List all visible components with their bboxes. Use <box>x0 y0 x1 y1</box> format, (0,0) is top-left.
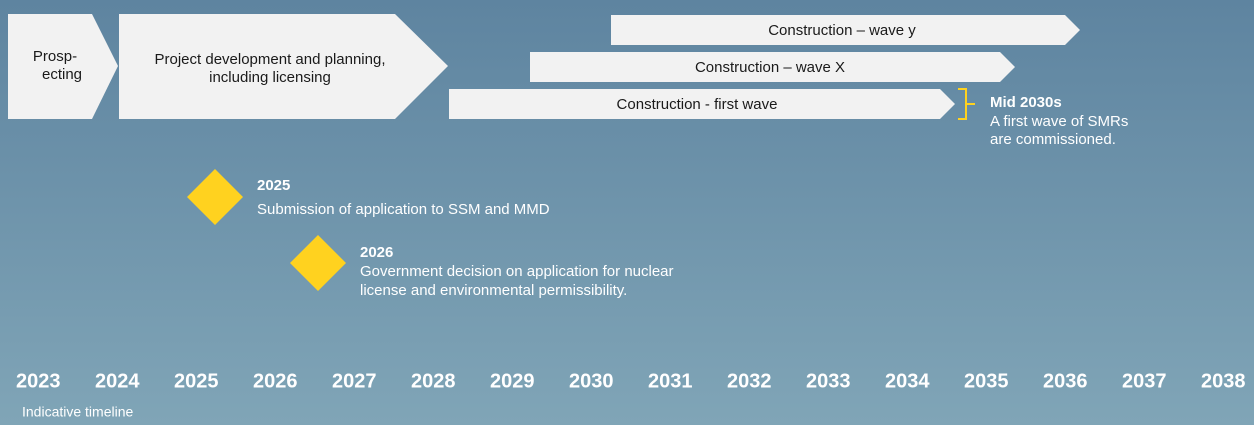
year-label: 2033 <box>806 370 851 392</box>
year-label: 2037 <box>1122 370 1167 392</box>
footer-note: Indicative timeline <box>22 404 133 420</box>
milestone-diamond <box>187 169 243 225</box>
phase-label: Construction - first wave <box>617 96 778 113</box>
year-label: 2032 <box>727 370 772 392</box>
year-label: 2026 <box>253 370 298 392</box>
year-label: 2024 <box>95 370 140 392</box>
year-label: 2034 <box>885 370 930 392</box>
milestone-year: 2026 <box>360 244 393 261</box>
year-label: 2027 <box>332 370 377 392</box>
phase-arrow <box>119 14 448 119</box>
phase-arrow <box>611 15 1080 45</box>
phase-arrow <box>530 52 1015 82</box>
year-label: 2025 <box>174 370 219 392</box>
phase-arrow <box>449 89 955 119</box>
milestone-text: Submission of application to SSM and MMD <box>257 201 550 218</box>
milestone-diamond <box>290 235 346 291</box>
year-axis: 2023 2024 2025 2026 2027 2028 2029 2030 2031 2032… <box>16 370 1246 392</box>
milestone-year: 2025 <box>257 177 290 194</box>
phase-label: Construction – wave y <box>768 22 916 39</box>
year-label: 2023 <box>16 370 61 392</box>
phase-arrow <box>8 14 118 119</box>
callout-text: A first wave of SMRs are commissioned. <box>990 113 1128 148</box>
year-label: 2038 <box>1201 370 1246 392</box>
year-label: 2035 <box>964 370 1009 392</box>
year-label: 2029 <box>490 370 535 392</box>
phase-label: Project development and planning, includi… <box>155 51 386 86</box>
bracket <box>958 88 975 120</box>
phase-label: Construction – wave X <box>695 59 845 76</box>
year-label: 2030 <box>569 370 614 392</box>
year-label: 2028 <box>411 370 456 392</box>
year-label: 2036 <box>1043 370 1088 392</box>
phase-label: Prosp-ecting <box>33 48 82 83</box>
callout-title: Mid 2030s <box>990 94 1062 111</box>
year-label: 2031 <box>648 370 693 392</box>
milestone-text: Government decision on application for n… <box>360 263 674 299</box>
